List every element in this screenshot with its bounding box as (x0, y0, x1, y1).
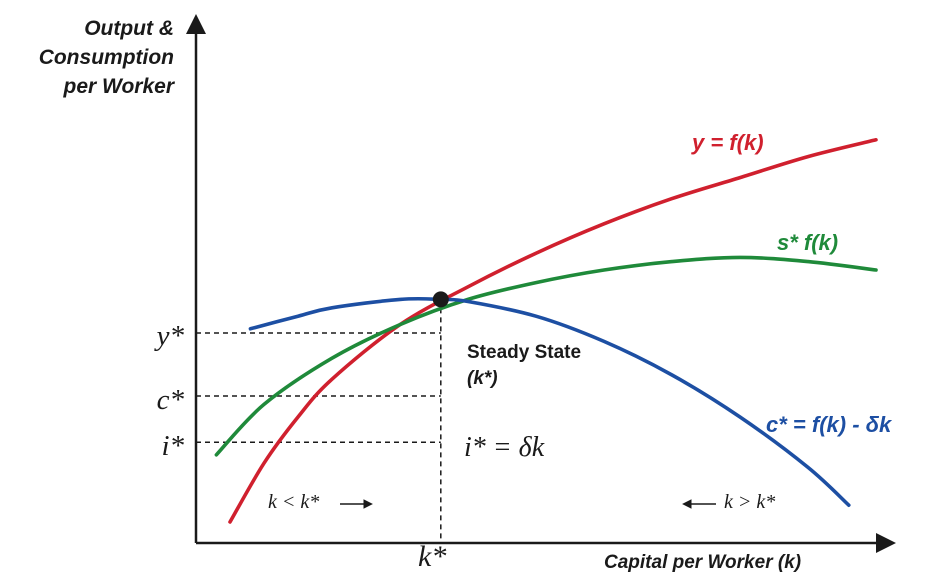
i-star-label: i* (161, 430, 184, 462)
series-label-saving: s* f(k) (777, 230, 839, 255)
steady-state-annotation: Steady State (k*) (467, 342, 582, 389)
saving-curve (214, 255, 878, 457)
right-region-label: k > k* (724, 491, 776, 513)
curves (214, 138, 878, 524)
k-star-label: k* (418, 540, 447, 573)
series-label-output: y = f(k) (692, 130, 764, 155)
series-label-consumption: c* = f(k) - δk (766, 412, 892, 437)
output-curve (228, 138, 878, 524)
y-axis-label: Output & Consumption per Worker (38, 17, 174, 98)
x-axis-label: Capital per Worker (k) (604, 552, 802, 573)
steady-state-guides (196, 299, 442, 543)
c-star-label: c* (156, 384, 184, 416)
consumption-curve (248, 296, 851, 507)
steady-state-point (432, 291, 449, 308)
investment-annotation: i* = δk (464, 432, 545, 463)
y-star-label: y* (156, 320, 184, 352)
left-region-label: k < k* (268, 491, 320, 513)
